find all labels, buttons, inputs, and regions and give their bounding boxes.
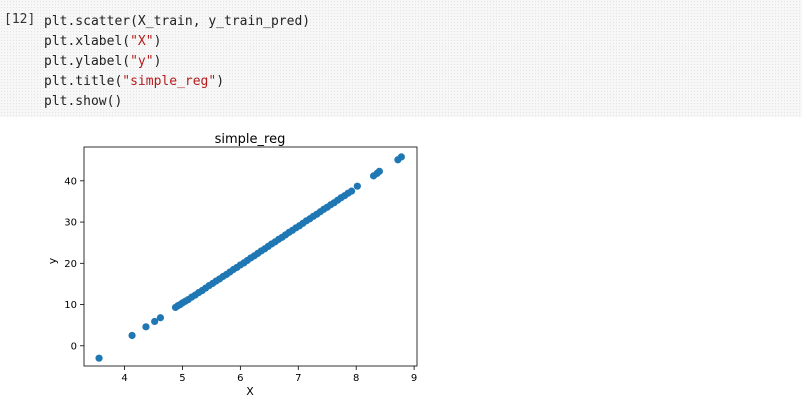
x-tick-label: 5 bbox=[179, 373, 185, 384]
plot-frame bbox=[83, 146, 418, 367]
code-line: plt.ylabel("y") bbox=[44, 52, 310, 72]
x-tick-label: 4 bbox=[121, 373, 127, 384]
x-axis-label: X bbox=[246, 385, 254, 398]
code-line: plt.xlabel("X") bbox=[44, 32, 310, 52]
code-line: plt.scatter(X_train, y_train_pred) bbox=[44, 12, 310, 32]
scatter-chart: 4 5 6 7 8 9 0 10 20 30 40 simple_reg X y bbox=[46, 132, 418, 398]
axes: 4 5 6 7 8 9 0 10 20 30 40 bbox=[64, 146, 418, 384]
x-tick-label: 8 bbox=[353, 373, 359, 384]
data-point bbox=[142, 323, 150, 331]
code-line: plt.show() bbox=[44, 92, 310, 112]
code-token: ) bbox=[216, 74, 225, 89]
y-tick-label: 20 bbox=[64, 259, 77, 270]
data-point bbox=[151, 317, 159, 326]
data-point bbox=[375, 167, 383, 175]
code-token: plt.xlabel( bbox=[44, 34, 131, 49]
cell-prompt: [12] bbox=[4, 12, 36, 27]
code-token: plt.show() bbox=[44, 94, 123, 109]
y-axis-label: y bbox=[46, 257, 59, 264]
x-tick-label: 7 bbox=[295, 373, 301, 384]
code-cell[interactable]: [12] plt.scatter(X_train, y_train_pred) p… bbox=[0, 0, 802, 117]
code-string: "X" bbox=[130, 34, 154, 49]
y-tick-label: 30 bbox=[64, 218, 77, 229]
data-point bbox=[397, 153, 405, 161]
y-tick-label: 0 bbox=[71, 341, 77, 352]
y-tick-label: 40 bbox=[64, 176, 77, 187]
data-point bbox=[128, 331, 136, 340]
x-tick-label: 9 bbox=[411, 373, 417, 384]
data-point bbox=[156, 314, 165, 322]
cell-output: 4 5 6 7 8 9 0 10 20 30 40 simple_reg X y bbox=[0, 117, 802, 408]
code-token: plt.scatter(X_train, y_train_pred) bbox=[44, 14, 311, 29]
code-line: plt.title("simple_reg") bbox=[44, 72, 310, 92]
code-string: "y" bbox=[130, 54, 154, 69]
x-tick-label: 6 bbox=[237, 373, 243, 384]
y-tick-label: 10 bbox=[64, 300, 77, 311]
data-points bbox=[95, 153, 405, 362]
code-string: "simple_reg" bbox=[122, 74, 217, 89]
code-editor[interactable]: plt.scatter(X_train, y_train_pred) plt.xl… bbox=[44, 12, 310, 112]
data-point bbox=[347, 187, 356, 195]
chart-title: simple_reg bbox=[215, 132, 286, 147]
code-token: plt.title( bbox=[44, 74, 123, 89]
code-token: plt.ylabel( bbox=[44, 54, 131, 69]
code-token: ) bbox=[153, 34, 162, 49]
code-token: ) bbox=[153, 54, 162, 69]
data-point bbox=[353, 182, 361, 190]
data-point bbox=[95, 354, 103, 362]
